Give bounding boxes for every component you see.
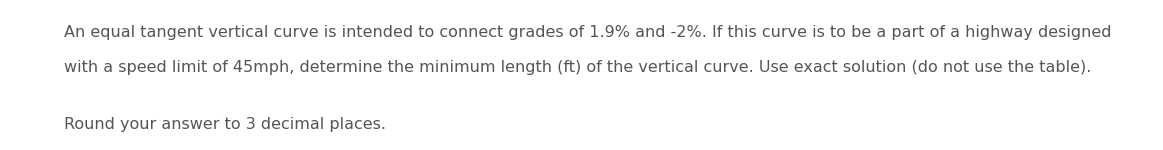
Text: with a speed limit of 45mph, determine the minimum length (ft) of the vertical c: with a speed limit of 45mph, determine t… bbox=[64, 60, 1091, 75]
Text: An equal tangent vertical curve is intended to connect grades of 1.9% and -2%. I: An equal tangent vertical curve is inten… bbox=[64, 26, 1112, 40]
Text: Round your answer to 3 decimal places.: Round your answer to 3 decimal places. bbox=[64, 117, 386, 132]
